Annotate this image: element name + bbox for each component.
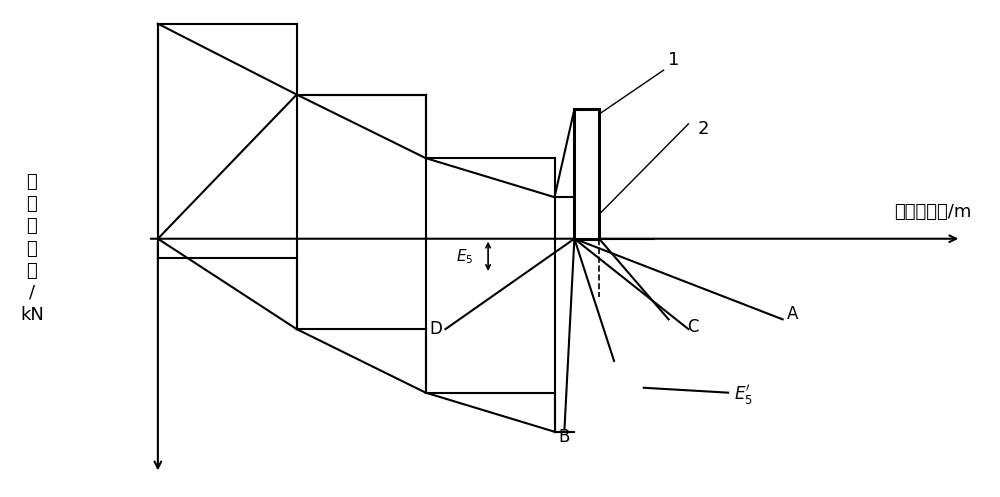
Text: 顶点的距离/m: 顶点的距离/m [894,203,971,221]
Bar [574,109,599,239]
Text: $E_5'$: $E_5'$ [734,383,752,407]
Text: C: C [688,318,699,335]
Text: 2: 2 [698,120,709,138]
Text: 剩
余
下
滑
力
/
kN: 剩 余 下 滑 力 / kN [20,173,44,324]
Text: D: D [429,320,442,338]
Text: A: A [787,306,798,324]
Text: B: B [559,427,570,446]
Text: $E_5$: $E_5$ [456,247,473,266]
Text: 1: 1 [668,51,679,70]
